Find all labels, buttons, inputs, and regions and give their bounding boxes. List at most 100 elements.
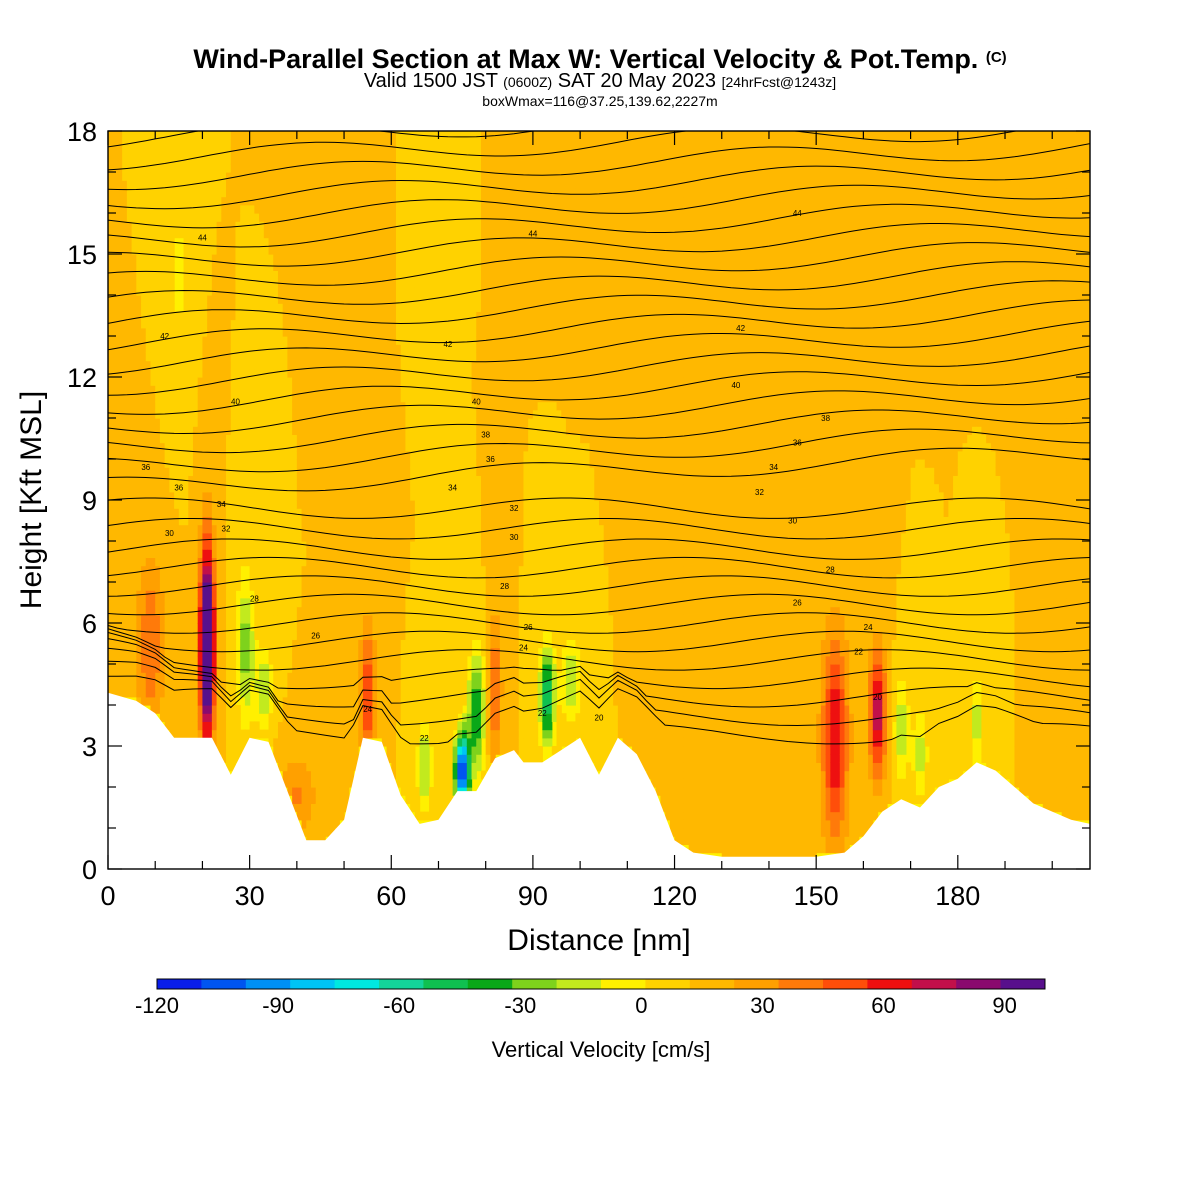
w-cell [108,541,113,550]
w-cell [316,434,321,443]
w-cell [273,402,278,411]
w-cell [193,598,198,607]
w-cell [264,525,269,534]
w-cell [254,541,259,550]
w-cell [221,615,226,624]
w-cell [226,131,231,140]
w-cell [198,484,203,493]
w-cell [207,582,212,591]
w-cell [316,746,321,755]
w-cell [254,188,259,197]
w-cell [391,295,396,304]
w-cell [150,180,155,189]
w-cell [325,402,330,411]
w-cell [259,369,264,378]
w-cell [330,336,335,345]
w-cell [188,451,193,460]
w-cell [339,410,344,419]
w-cell [372,500,377,509]
w-cell [259,459,264,468]
w-cell [302,574,307,583]
w-cell [155,598,160,607]
w-cell [297,598,302,607]
w-cell [420,787,425,796]
w-cell [127,533,132,542]
w-cell [358,475,363,484]
w-cell [330,369,335,378]
w-cell [396,762,401,771]
w-cell [226,730,231,739]
w-cell [202,361,207,370]
w-cell [302,410,307,419]
w-cell [269,475,274,484]
w-cell [207,320,212,329]
w-cell [344,713,349,722]
w-cell [174,451,179,460]
w-cell [382,238,387,247]
w-cell [113,615,118,624]
w-cell [264,205,269,214]
w-cell [122,467,127,476]
w-cell [372,680,377,689]
w-cell [368,418,373,427]
w-cell [273,205,278,214]
w-cell [165,508,170,517]
w-cell [302,516,307,525]
w-cell [212,369,217,378]
w-cell [273,475,278,484]
w-cell [132,451,137,460]
w-cell [311,139,316,148]
w-cell [165,377,170,386]
w-cell [226,459,231,468]
w-cell [358,525,363,534]
w-cell [401,238,406,247]
w-cell [108,336,113,345]
w-cell [259,664,264,673]
w-cell [160,320,165,329]
w-cell [302,328,307,337]
w-cell [330,762,335,771]
w-cell [240,598,245,607]
w-cell [320,246,325,255]
w-cell [146,623,151,632]
w-cell [396,377,401,386]
w-cell [405,279,410,288]
w-cell [278,672,283,681]
w-cell [160,434,165,443]
w-cell [165,147,170,156]
w-cell [108,270,113,279]
w-cell [254,377,259,386]
w-cell [396,459,401,468]
w-cell [396,410,401,419]
w-cell [311,221,316,230]
w-cell [339,803,344,812]
w-cell [184,188,189,197]
w-cell [420,812,425,821]
w-cell [117,311,122,320]
w-cell [320,771,325,780]
w-cell [179,377,184,386]
w-cell [174,213,179,222]
w-cell [405,689,410,698]
w-cell [283,738,288,747]
w-cell [269,426,274,435]
w-cell [250,188,255,197]
w-cell [202,197,207,206]
w-cell [320,492,325,501]
w-cell [287,467,292,476]
w-cell [150,623,155,632]
w-cell [117,279,122,288]
w-cell [354,352,359,361]
w-cell [250,656,255,665]
w-cell [311,303,316,312]
w-cell [136,279,141,288]
w-cell [212,311,217,320]
w-cell [188,443,193,452]
w-cell [292,672,297,681]
w-cell [207,525,212,534]
w-cell [174,607,179,616]
w-cell [212,164,217,173]
w-cell [302,738,307,747]
w-cell [202,246,207,255]
w-cell [363,197,368,206]
